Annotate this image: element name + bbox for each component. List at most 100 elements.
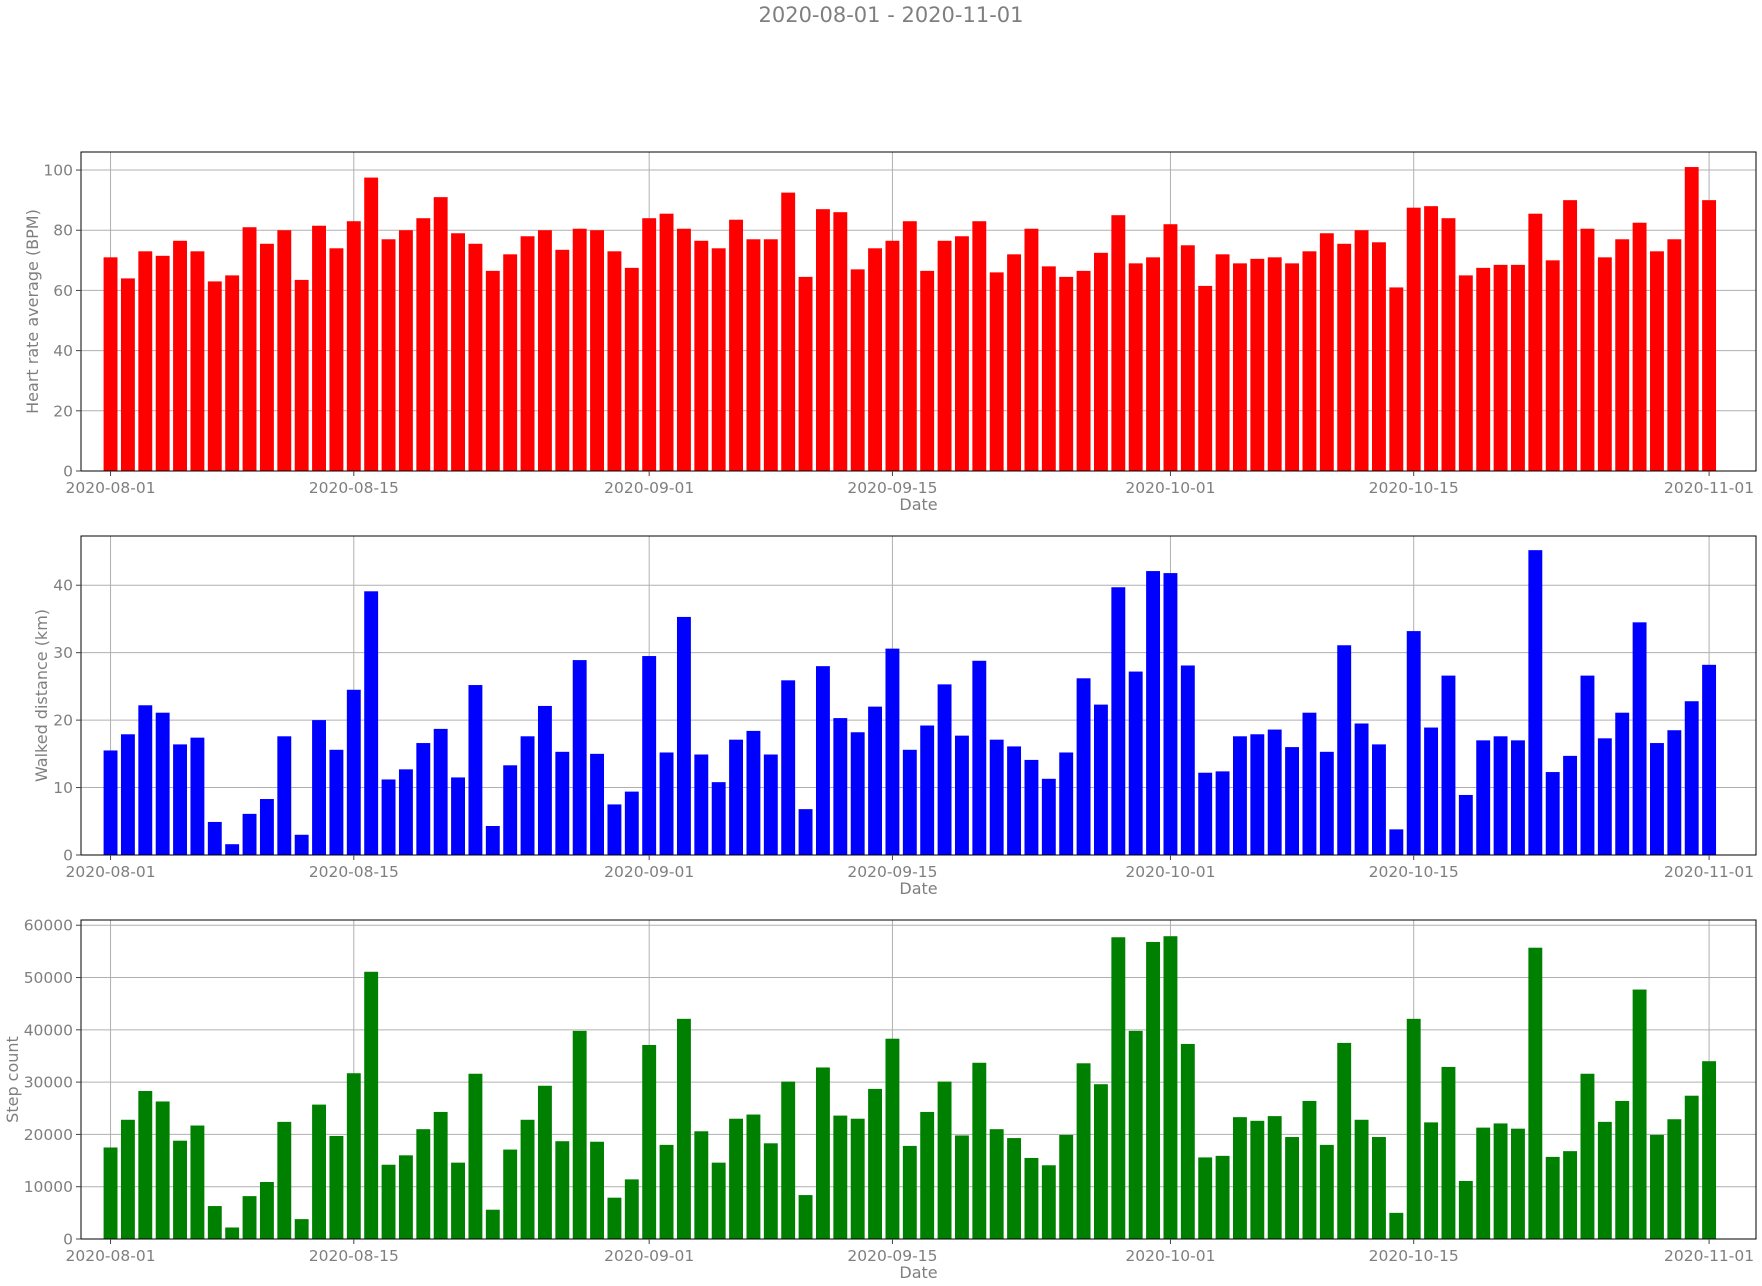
bar [1111, 215, 1126, 471]
bar [1041, 266, 1056, 471]
bar [259, 243, 274, 471]
bar [729, 1118, 744, 1239]
bar [1215, 771, 1230, 855]
bar [1163, 573, 1178, 855]
bar [1163, 224, 1178, 471]
bar [381, 1164, 396, 1239]
bar [798, 276, 813, 471]
x-tick-label: 2020-08-15 [309, 863, 399, 881]
x-tick-label: 2020-08-01 [65, 479, 155, 497]
bar [1198, 772, 1213, 855]
bar [1650, 251, 1664, 471]
bar [1528, 947, 1543, 1239]
bar [590, 1141, 605, 1239]
bar [364, 177, 379, 471]
bar [798, 1195, 813, 1239]
bar [1128, 263, 1143, 471]
plot-frame [80, 919, 1757, 1240]
bar [242, 813, 257, 855]
bar [1528, 550, 1543, 855]
bar [1372, 744, 1386, 855]
bar [190, 251, 205, 471]
bar [103, 750, 118, 855]
bar [259, 1181, 274, 1239]
bar [920, 270, 935, 471]
figure-title: 2020-08-01 - 2020-11-01 [758, 3, 1023, 27]
bar [833, 212, 848, 472]
bar [1615, 239, 1630, 471]
bar [1337, 1042, 1352, 1239]
y-tick-label: 30000 [24, 1074, 73, 1092]
bar [1215, 1155, 1230, 1239]
bar [155, 1101, 170, 1239]
bar [1615, 712, 1630, 855]
bar [537, 230, 552, 471]
bar [329, 1135, 344, 1239]
chart-panel-1: 0 20 40 60 80 100 2020-08-01 2020-08-15 2020-09-… [23, 151, 1757, 514]
bar [1667, 1119, 1682, 1239]
bar [676, 1018, 691, 1239]
bar [642, 1044, 657, 1239]
bar [225, 1227, 240, 1239]
bar [1389, 287, 1404, 471]
bar [1041, 778, 1056, 855]
x-tick-label: 2020-10-15 [1369, 479, 1459, 497]
bar [1667, 730, 1682, 855]
bar [1041, 1165, 1056, 1239]
x-tick-label: 2020-10-15 [1369, 1247, 1459, 1265]
bar [1493, 736, 1508, 855]
bar [1493, 1123, 1508, 1239]
y-tick-label: 60 [53, 282, 73, 300]
bar [468, 1073, 483, 1239]
bar [1424, 206, 1439, 472]
y-tick-label: 0 [63, 463, 73, 481]
bar [485, 270, 500, 471]
bar [746, 239, 761, 471]
bar [503, 254, 518, 471]
y-tick-label: 0 [63, 1231, 73, 1249]
bar [1354, 230, 1369, 471]
bar [1111, 937, 1126, 1239]
bar [277, 230, 292, 471]
bar [850, 269, 865, 471]
x-tick-label: 2020-08-15 [309, 479, 399, 497]
x-tick-label: 2020-09-01 [604, 863, 694, 881]
y-tick-label: 40000 [24, 1021, 73, 1039]
bar [1702, 1061, 1717, 1239]
bar [520, 236, 535, 471]
bar [468, 685, 483, 855]
chart-panel-3: 0 10000 20000 30000 40000 50000 60000 2020-08-0… [3, 917, 1757, 1282]
bar [1007, 1138, 1022, 1239]
bar [207, 281, 222, 471]
bar [746, 730, 761, 855]
bar [537, 1085, 552, 1239]
bar [1232, 263, 1247, 471]
bar [1180, 245, 1195, 471]
bar [1076, 678, 1091, 855]
x-tick-label: 2020-10-01 [1125, 863, 1215, 881]
bar [451, 777, 465, 855]
y-tick-label: 20 [53, 712, 73, 730]
bar [1302, 1100, 1317, 1239]
x-tick-label: 2020-09-15 [847, 863, 937, 881]
bar [485, 826, 500, 855]
bar [1563, 200, 1578, 471]
bar [346, 1073, 361, 1239]
bar [1476, 267, 1491, 471]
bar [503, 1149, 518, 1239]
bar [729, 739, 744, 855]
bar [868, 706, 883, 855]
bar [1285, 263, 1300, 471]
bar [1198, 1157, 1213, 1239]
bar [729, 219, 744, 471]
bar [1093, 704, 1108, 855]
bar [1128, 1030, 1143, 1239]
y-tick-label: 10000 [24, 1178, 73, 1196]
bar [1250, 734, 1265, 855]
bar [1615, 1100, 1630, 1239]
bar [1702, 664, 1717, 855]
bar [398, 769, 413, 855]
bar [1702, 200, 1717, 471]
bar [1076, 270, 1091, 471]
bar [1285, 1137, 1300, 1239]
